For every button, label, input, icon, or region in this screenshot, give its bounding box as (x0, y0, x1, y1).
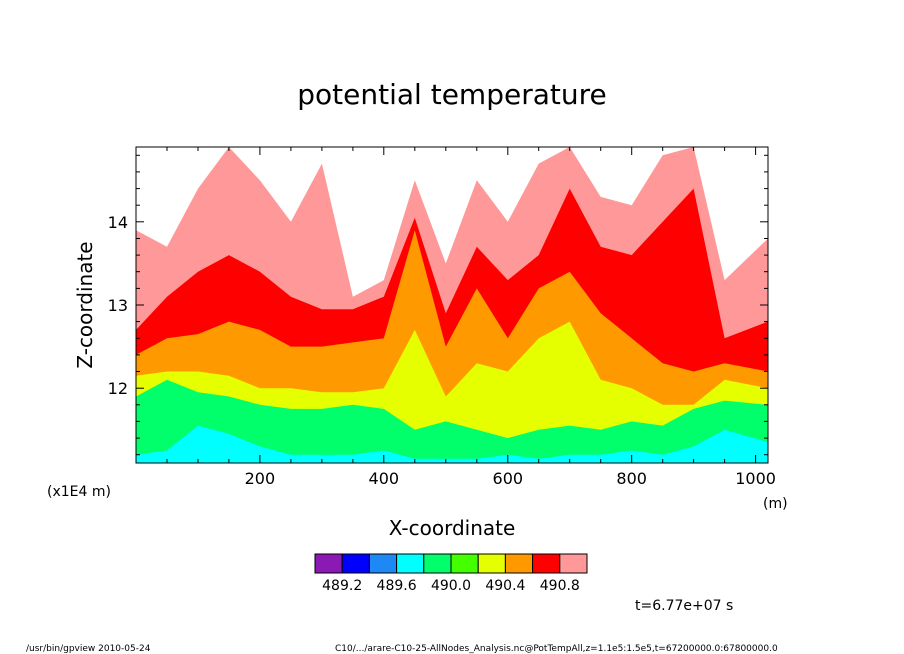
y-tick-label: 14 (108, 213, 128, 232)
y-tick-labels: 12 13 14 (108, 213, 128, 398)
colorbar-swatch (396, 553, 425, 574)
y-axis-label: Z-coordinate (73, 241, 97, 368)
footer-left: /usr/bin/gpview 2010-05-24 (26, 644, 151, 654)
colorbar-swatch (341, 553, 370, 574)
colorbar-swatch (423, 553, 452, 574)
x-tick-label: 1000 (735, 469, 776, 488)
x-axis-label: X-coordinate (389, 516, 516, 540)
colorbar-swatch (504, 553, 534, 574)
y-unit-label: (x1E4 m) (47, 484, 111, 500)
footer-right: C10/.../arare-C10-25-AllNodes_Analysis.n… (335, 644, 778, 654)
axis-ticks (136, 147, 768, 463)
y-tick-label: 13 (108, 296, 128, 315)
band-cyan (136, 425, 768, 463)
colorbar-label: 489.6 (377, 578, 417, 594)
colorbar-swatch (477, 553, 506, 574)
colorbar-label: 489.2 (322, 578, 362, 594)
chart-title: potential temperature (297, 78, 606, 111)
colorbar-swatch (368, 553, 398, 574)
x-unit-label: (m) (763, 496, 788, 512)
contour-bands (136, 147, 768, 463)
colorbar-swatch (532, 553, 561, 574)
colorbar-label: 490.0 (431, 578, 471, 594)
x-tick-label: 600 (493, 469, 524, 488)
colorbar-swatch (450, 553, 479, 574)
colorbar-swatch (559, 553, 588, 574)
plot-area (135, 146, 769, 464)
colorbar-swatch (314, 553, 343, 574)
time-label: t=6.77e+07 s (635, 598, 733, 614)
y-tick-label: 12 (108, 379, 128, 398)
band-green (136, 379, 768, 463)
x-tick-labels: 200 400 600 800 1000 (245, 469, 776, 488)
colorbar-label: 490.8 (540, 578, 580, 594)
colorbar-label: 490.4 (485, 578, 525, 594)
colorbar: 489.2 489.6 490.0 490.4 490.8 (314, 553, 588, 594)
x-tick-label: 400 (369, 469, 400, 488)
x-tick-label: 800 (616, 469, 647, 488)
x-tick-label: 200 (245, 469, 276, 488)
